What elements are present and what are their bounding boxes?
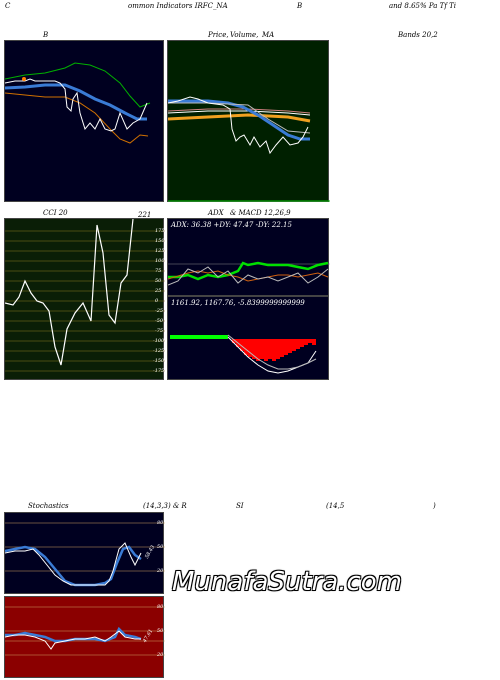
bollinger-panel bbox=[4, 40, 164, 202]
macd-chart bbox=[170, 334, 317, 374]
adx-line bbox=[168, 266, 329, 286]
adx-chart bbox=[168, 261, 330, 286]
price-ma-chart bbox=[168, 96, 330, 202]
rsi-line bbox=[5, 630, 141, 650]
ma-line-orange bbox=[168, 113, 311, 123]
cci-value: 221 bbox=[138, 211, 152, 219]
rsi-label: SI bbox=[236, 502, 244, 510]
cci-panel: 175 150 125 100 75 50 25 0 -25 -50 -75 -… bbox=[4, 218, 165, 380]
stoch-k-line bbox=[5, 542, 142, 586]
page-title: ommon Indicators IRFC_NA bbox=[128, 2, 228, 10]
adx-label: ADX bbox=[208, 209, 224, 217]
stoch-d-line bbox=[5, 545, 142, 587]
rsi-params: (14,5 bbox=[326, 502, 345, 510]
macd-signal-line bbox=[227, 334, 317, 370]
header-c: C bbox=[5, 2, 11, 10]
adx-plus-line bbox=[168, 261, 329, 281]
price-label: Price, bbox=[208, 31, 229, 39]
cci-line bbox=[5, 219, 134, 366]
stochastics-chart bbox=[5, 522, 165, 587]
price-line bbox=[168, 96, 309, 155]
cci-chart bbox=[5, 219, 165, 372]
adx-panel: ADX: 36.38 +DY: 47.47 -DY: 22.15 bbox=[167, 218, 330, 296]
macd-hist-positive bbox=[170, 335, 228, 339]
bollinger-marker bbox=[22, 77, 26, 81]
bollinger-price-line bbox=[5, 78, 148, 132]
rsi-chart bbox=[5, 606, 165, 656]
macd-hist-negative bbox=[232, 339, 316, 361]
macd-readout: 1161.92, 1167.76, -5.8399999999999 bbox=[171, 299, 305, 307]
bollinger-middle-band bbox=[5, 83, 147, 121]
header-b: B bbox=[297, 2, 303, 10]
bands-label: Bands 20,2 bbox=[398, 31, 438, 39]
bollinger-label: B bbox=[43, 31, 49, 39]
stoch-label: Stochastics bbox=[28, 502, 69, 510]
stochastics-panel: 80 50 20 58.43 bbox=[4, 512, 165, 594]
stoch-params: (14,3,3) & R bbox=[143, 502, 187, 510]
adx-readout: ADX: 36.38 +DY: 47.47 -DY: 22.15 bbox=[171, 221, 292, 229]
bollinger-upper-band bbox=[5, 62, 151, 108]
ma-line-blue bbox=[168, 99, 310, 141]
rsi-panel: 80 50 20 47.61 bbox=[4, 596, 165, 678]
watermark: MunafaSutra.com bbox=[172, 567, 403, 597]
macd-label: & MACD 12,26,9 bbox=[230, 209, 291, 217]
volume-label: Volume, bbox=[230, 31, 259, 39]
bollinger-lower-band bbox=[5, 92, 149, 144]
header-right: and 8.65% Pa Tf Ti bbox=[389, 2, 457, 10]
ma-label: MA bbox=[262, 31, 275, 39]
bollinger-chart bbox=[5, 62, 151, 144]
adx-minus-line bbox=[168, 270, 329, 282]
macd-panel: 1161.92, 1167.76, -5.8399999999999 bbox=[167, 296, 329, 380]
price-ma-panel bbox=[167, 40, 330, 202]
rsi-params-close: ) bbox=[433, 502, 436, 510]
cci-label: CCI 20 bbox=[43, 209, 68, 217]
ma-line-grey bbox=[168, 102, 311, 134]
